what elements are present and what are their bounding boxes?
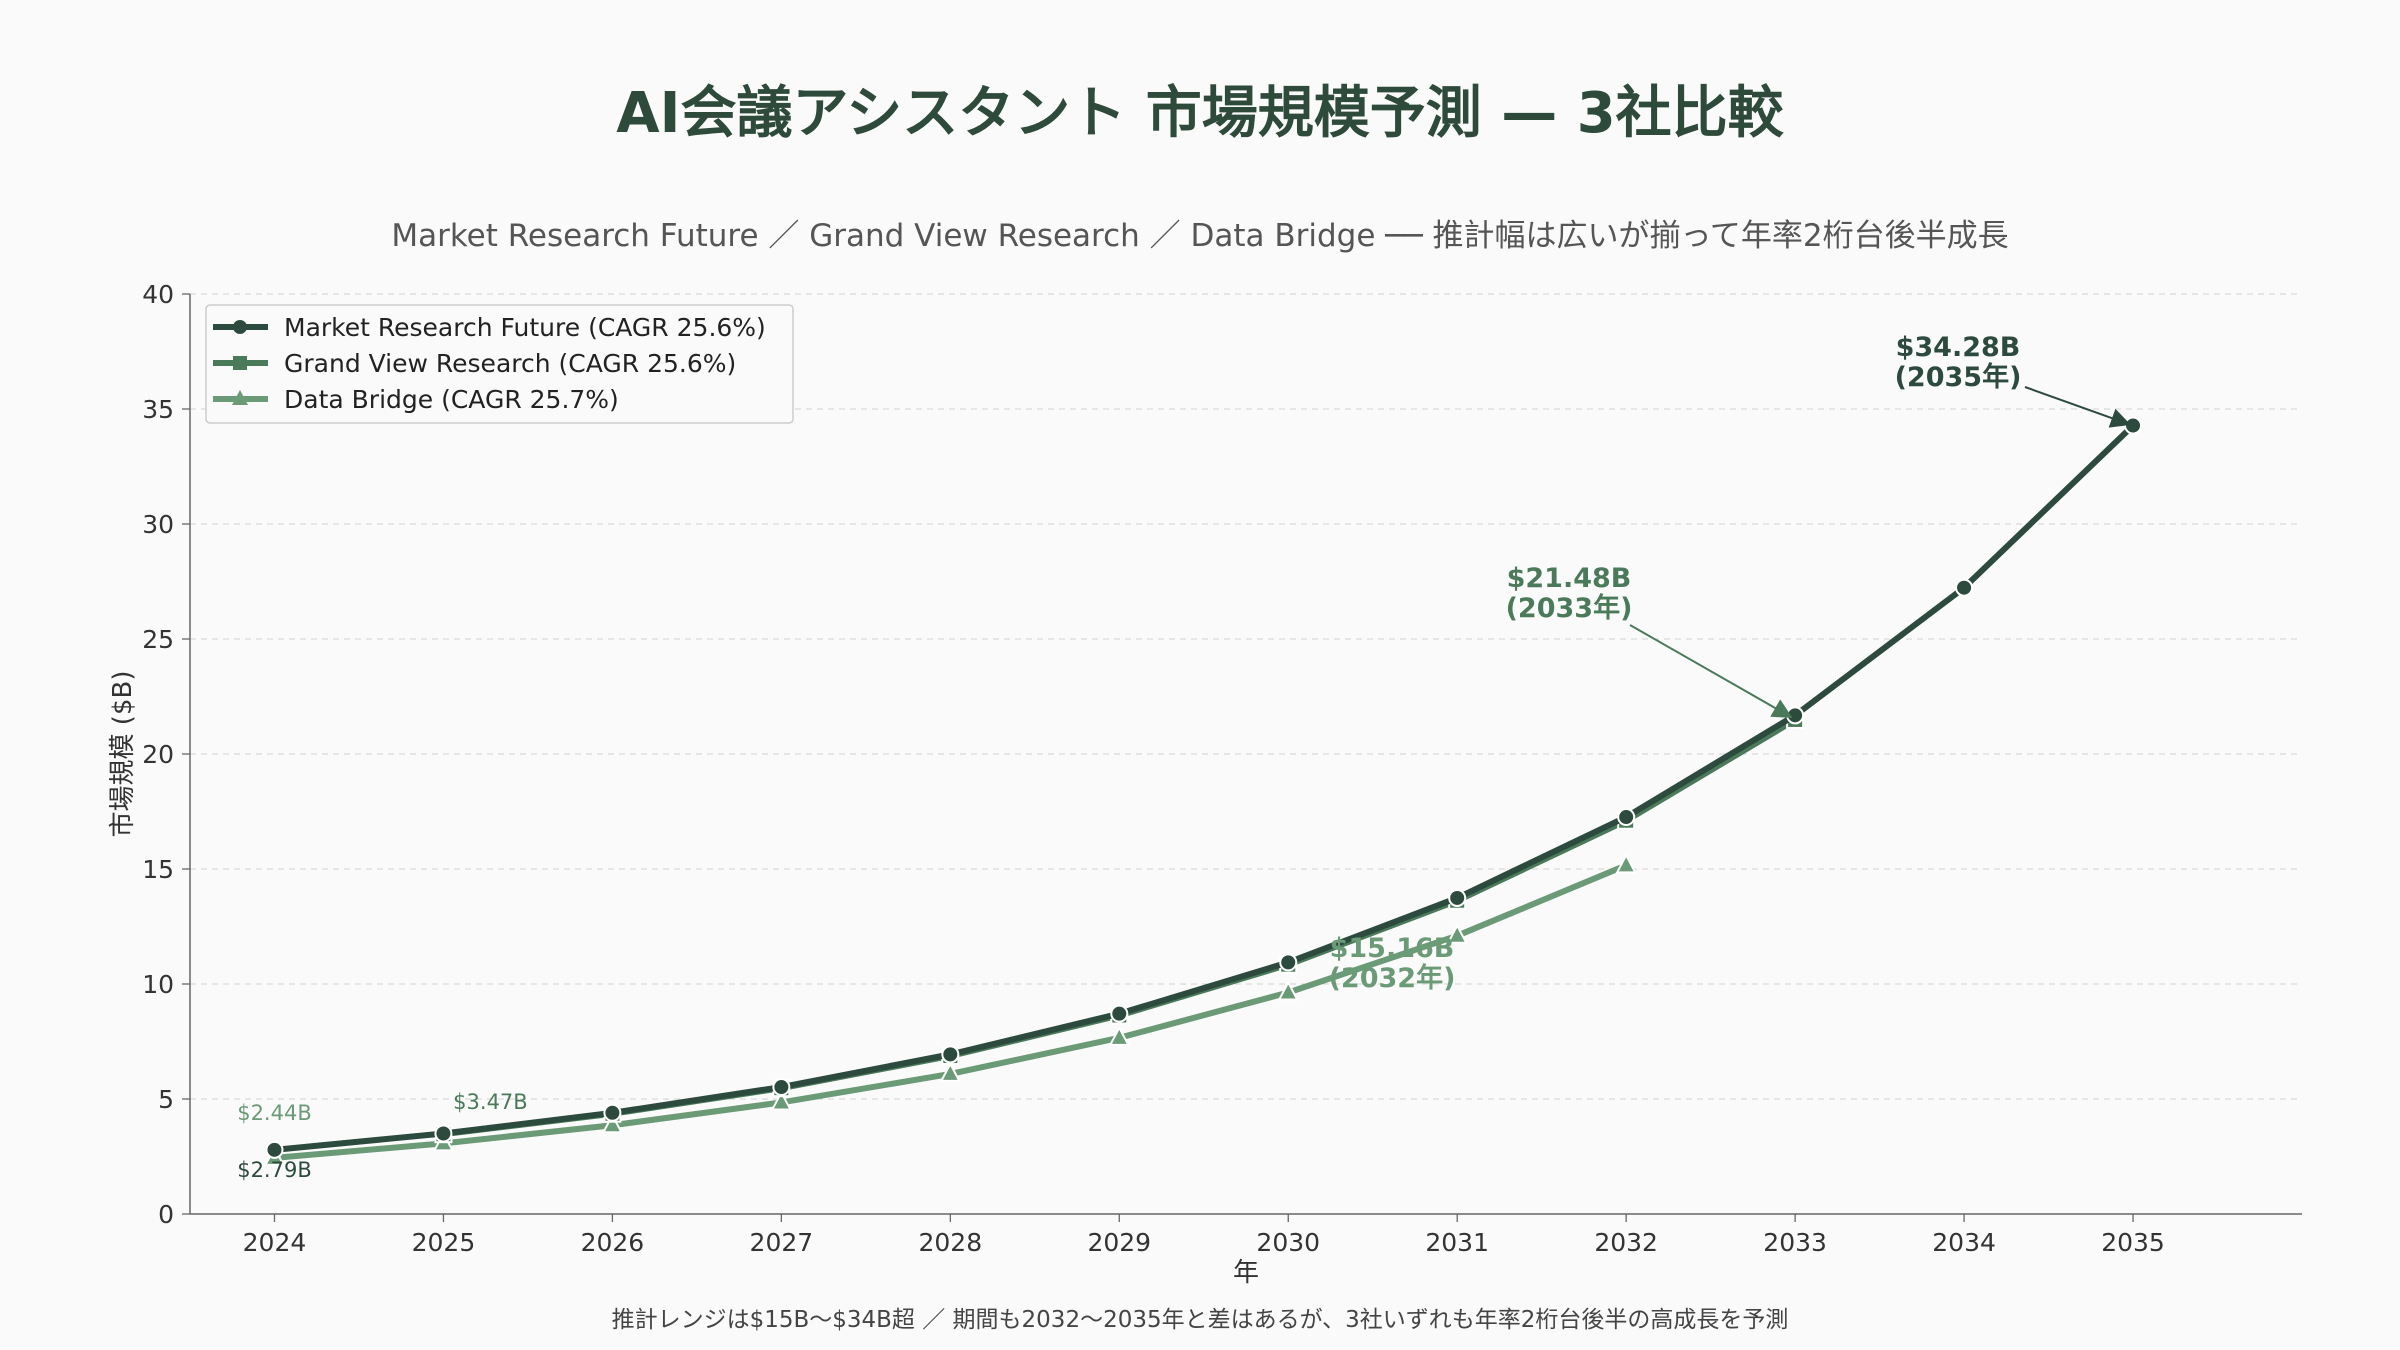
y-tick-label: 35	[142, 395, 174, 424]
y-tick-label: 40	[142, 280, 174, 309]
data-point	[1615, 853, 1637, 874]
annotation-year: (2032年)	[1329, 962, 1456, 994]
x-tick-label: 2025	[412, 1228, 476, 1257]
x-tick-label: 2034	[1932, 1228, 1996, 1257]
data-point	[939, 1061, 961, 1082]
data-point	[941, 1045, 960, 1064]
y-tick-label: 20	[142, 740, 174, 769]
y-tick-label: 15	[142, 855, 174, 884]
y-tick-label: 0	[158, 1200, 174, 1229]
annotation-arrow	[2024, 386, 2131, 428]
data-point	[1279, 953, 1298, 972]
annotation-value: $34.28B	[1896, 332, 2021, 363]
data-point	[770, 1090, 793, 1111]
series-line	[274, 423, 2136, 1153]
x-tick-label: 2029	[1087, 1228, 1151, 1257]
chart-footnote: 推計レンジは$15B〜$34B超 ／ 期間も2032〜2035年と差はあるが、3…	[611, 1307, 1789, 1333]
data-point	[2124, 416, 2143, 435]
annotation: $15.16B(2032年)	[1329, 933, 1456, 994]
x-tick-label: 2030	[1256, 1228, 1320, 1257]
x-tick-label: 2027	[750, 1228, 814, 1257]
x-tick-label: 2031	[1425, 1228, 1489, 1257]
chart-subtitle: Market Research Future ／ Grand View Rese…	[391, 218, 2009, 254]
data-point	[1955, 578, 1974, 597]
data-point	[601, 1113, 624, 1134]
legend-label: Market Research Future (CAGR 25.6%)	[284, 313, 766, 342]
legend-marker	[232, 390, 248, 405]
legend-label: Grand View Research (CAGR 25.6%)	[284, 349, 736, 378]
data-point	[1448, 888, 1467, 907]
x-axis-label: 年	[1233, 1258, 1259, 1288]
annotation-value: $15.16B	[1330, 933, 1455, 964]
y-tick-label: 25	[142, 625, 174, 654]
x-tick-label: 2032	[1594, 1228, 1658, 1257]
legend-marker	[233, 320, 247, 334]
data-point	[1108, 1025, 1130, 1046]
legend-label: Data Bridge (CAGR 25.7%)	[284, 385, 619, 414]
x-tick-label: 2035	[2101, 1228, 2165, 1257]
annotation-value: $21.48B	[1507, 563, 1632, 594]
x-tick-label: 2024	[243, 1228, 307, 1257]
data-point	[1110, 1004, 1129, 1023]
y-tick-label: 5	[158, 1085, 174, 1114]
start-value-label: $3.47B	[453, 1090, 528, 1114]
annotation-year: (2035年)	[1895, 361, 2022, 393]
data-point	[772, 1078, 791, 1097]
annotation: $21.48B(2033年)	[1506, 563, 1793, 718]
annotation: $34.28B(2035年)	[1895, 332, 2131, 428]
legend-marker	[233, 356, 247, 370]
y-tick-label: 30	[142, 510, 174, 539]
x-tick-label: 2026	[581, 1228, 645, 1257]
legend-box	[205, 304, 794, 424]
x-tick-label: 2028	[919, 1228, 983, 1257]
start-value-label: $2.44B	[237, 1101, 312, 1125]
x-tick-label: 2033	[1763, 1228, 1827, 1257]
annotation-year: (2033年)	[1506, 592, 1633, 624]
series-line	[443, 717, 1797, 1138]
data-point	[1446, 923, 1468, 944]
data-point	[265, 1140, 284, 1159]
data-point	[603, 1103, 622, 1122]
data-point	[1786, 706, 1805, 725]
data-point	[1617, 808, 1636, 827]
y-tick-label: 10	[142, 970, 174, 999]
chart-title: AI会議アシスタント 市場規模予測 — 3社比較	[616, 81, 1784, 146]
data-point	[1277, 980, 1299, 1001]
legend: Market Research Future (CAGR 25.6%) Grand…	[205, 304, 794, 424]
y-axis-label: 市場規模 ($B)	[108, 671, 138, 838]
data-point	[434, 1124, 453, 1143]
start-value-label: $2.79B	[237, 1158, 312, 1182]
annotation-arrow	[1629, 624, 1793, 718]
